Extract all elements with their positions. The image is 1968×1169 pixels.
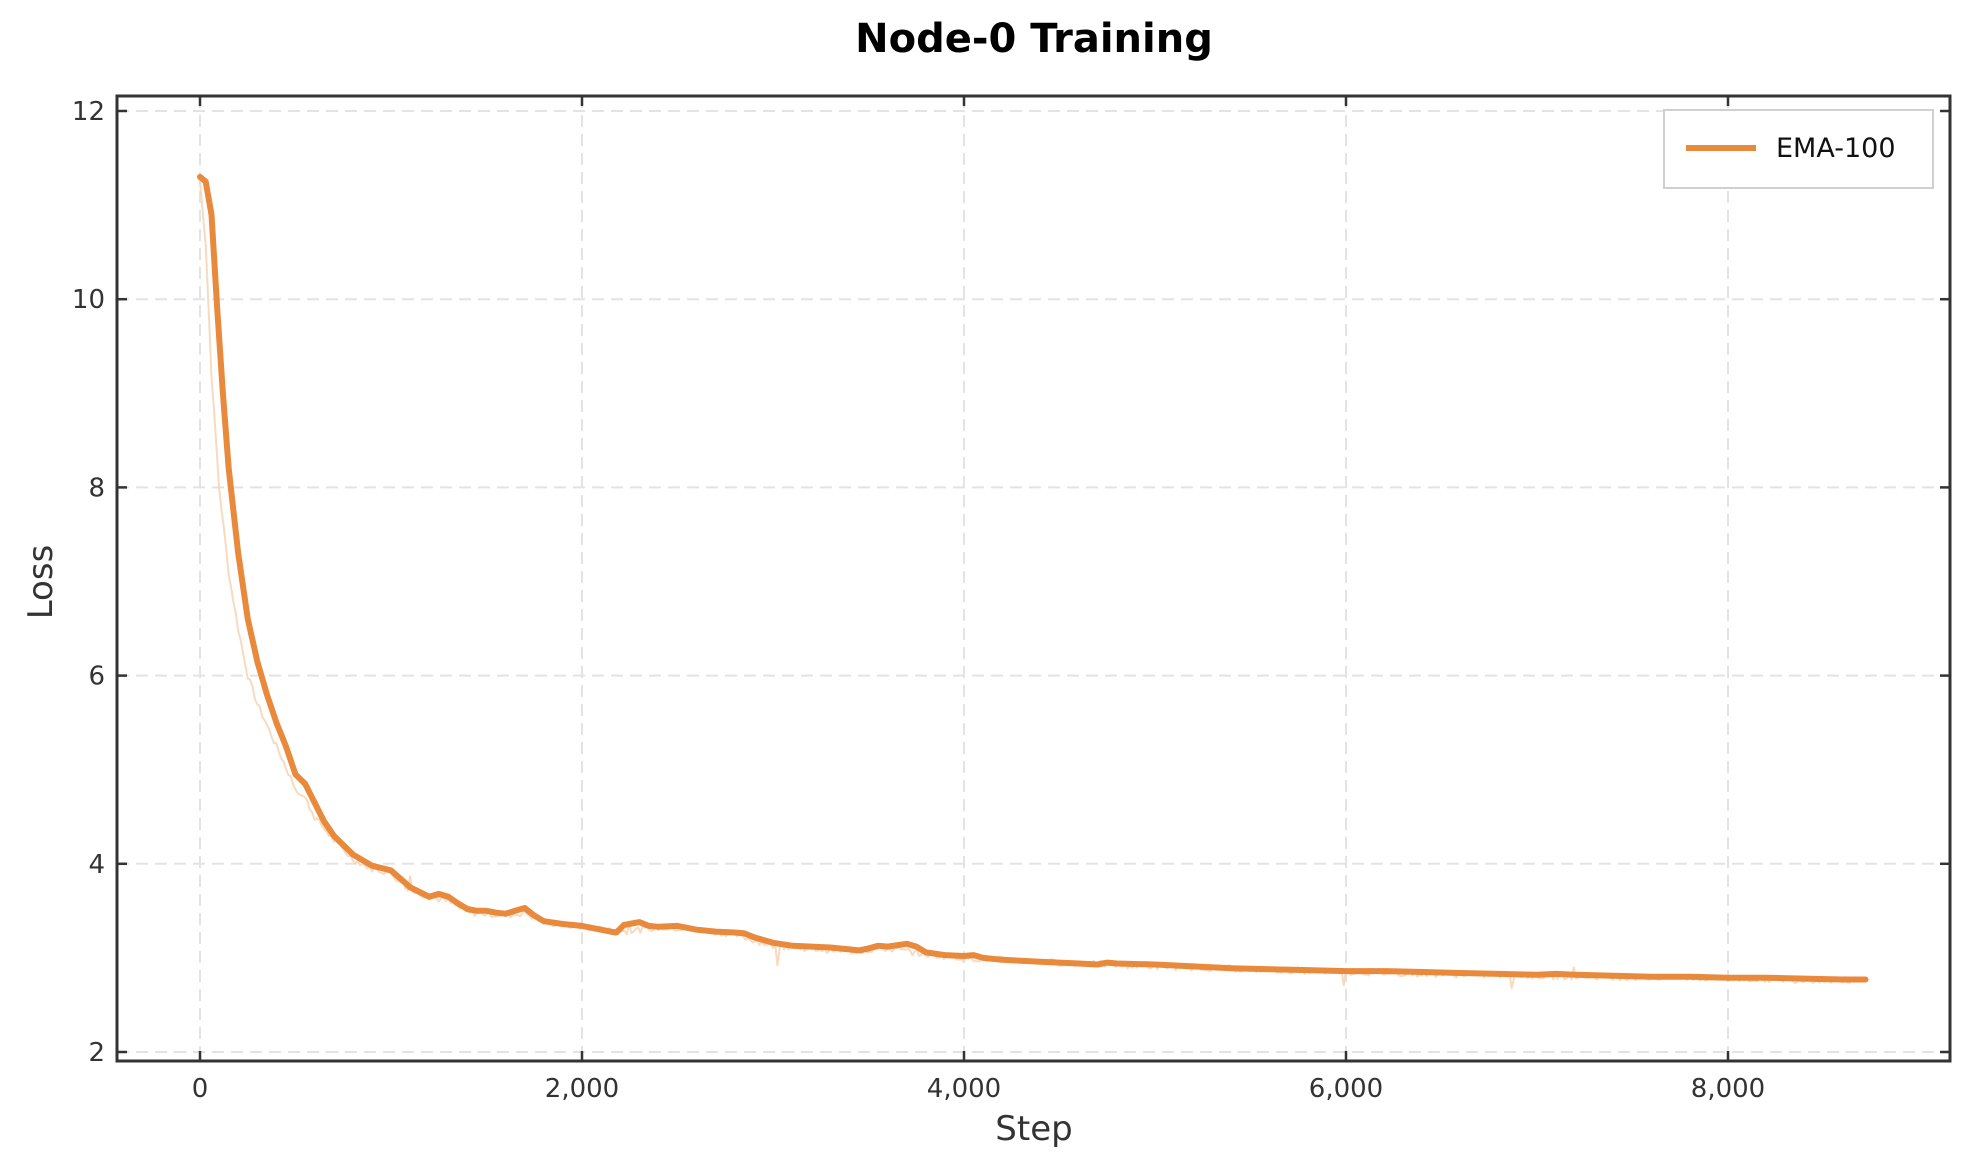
raw-loss-line [199, 181, 1864, 990]
y-axis-label: Loss [21, 545, 61, 620]
x-tick-label: 0 [192, 1074, 209, 1104]
y-tick-label: 10 [72, 285, 105, 315]
y-tick-label: 2 [88, 1038, 105, 1068]
x-tick-label: 4,000 [927, 1074, 1001, 1104]
y-tick-label: 12 [72, 97, 105, 127]
chart-title: Node-0 Training [855, 16, 1213, 62]
raw-loss-series [199, 181, 1864, 990]
legend: EMA-100 [1663, 109, 1934, 189]
y-tick-label: 8 [88, 473, 105, 503]
y-tick-label: 6 [88, 662, 105, 692]
legend-label-ema-100: EMA-100 [1776, 133, 1896, 164]
ema-100-line [197, 173, 1869, 983]
x-tick-label: 2,000 [545, 1074, 619, 1104]
grid-lines [117, 96, 1950, 1061]
y-tick-labels: 2 4 6 8 10 12 [72, 97, 105, 1068]
x-axis-label: Step [995, 1109, 1072, 1149]
plot-frame [115, 94, 1952, 1063]
ema-loss-series [197, 173, 1869, 983]
axis-ticks [117, 96, 1950, 1061]
y-tick-label: 4 [88, 850, 105, 880]
x-tick-labels: 0 2,000 4,000 6,000 8,000 [192, 1074, 1765, 1104]
x-tick-label: 8,000 [1691, 1074, 1765, 1104]
x-tick-label: 6,000 [1309, 1074, 1383, 1104]
